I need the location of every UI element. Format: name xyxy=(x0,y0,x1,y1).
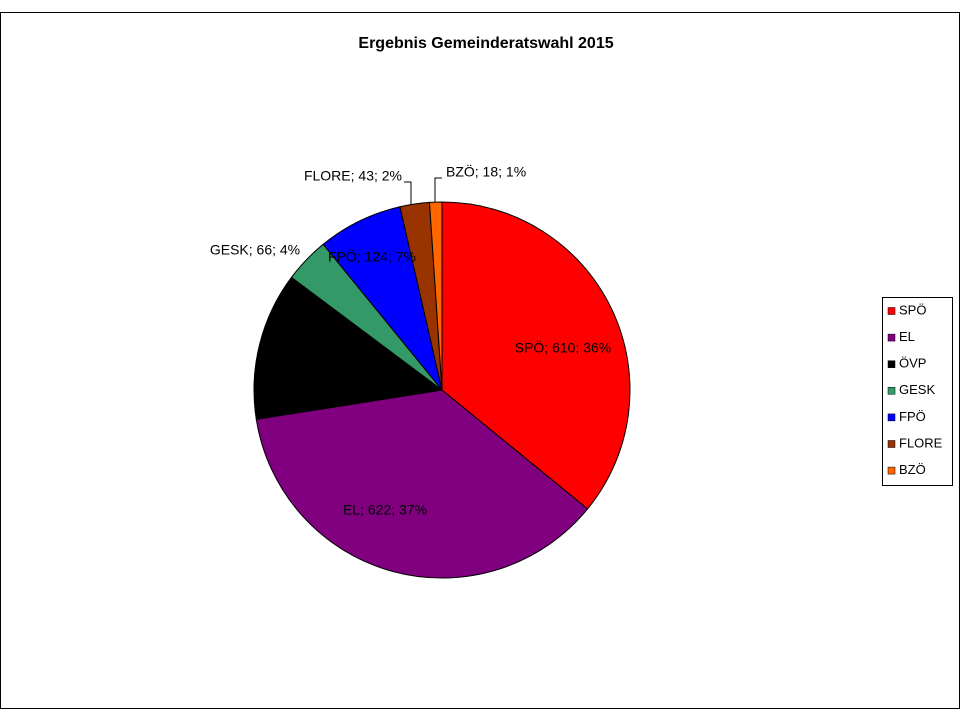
legend-label: GESK xyxy=(899,382,935,397)
legend-label: FLORE xyxy=(899,435,943,450)
legend-swatch xyxy=(887,466,896,475)
legend-swatch xyxy=(887,413,896,422)
legend-label: EL xyxy=(899,329,915,344)
data-label: FLORE; 43; 2% xyxy=(304,168,402,184)
legend-label: ÖVP xyxy=(899,356,926,371)
data-label: EL; 622; 37% xyxy=(343,502,427,518)
data-label: GESK; 66; 4% xyxy=(210,242,300,258)
leader-line xyxy=(434,177,442,203)
data-label: FPÖ; 124; 7% xyxy=(328,248,416,265)
legend-swatch xyxy=(887,387,896,395)
legend-swatch xyxy=(887,360,896,368)
legend-swatch xyxy=(887,440,896,448)
legend-label: FPÖ xyxy=(899,409,926,424)
chart-title: Ergebnis Gemeinderatswahl 2015 xyxy=(358,35,613,52)
pie-slice xyxy=(441,201,631,510)
pie-slice xyxy=(255,389,589,579)
pie-slice xyxy=(253,276,444,420)
legend-label: SPÖ xyxy=(899,302,926,317)
data-label: BZÖ; 18; 1% xyxy=(446,163,526,180)
data-label: SPÖ; 610; 36% xyxy=(515,339,612,356)
legend-swatch xyxy=(887,333,896,342)
pie-slice xyxy=(428,201,443,391)
legend-label: BZÖ xyxy=(899,462,926,477)
legend-swatch xyxy=(887,307,896,315)
